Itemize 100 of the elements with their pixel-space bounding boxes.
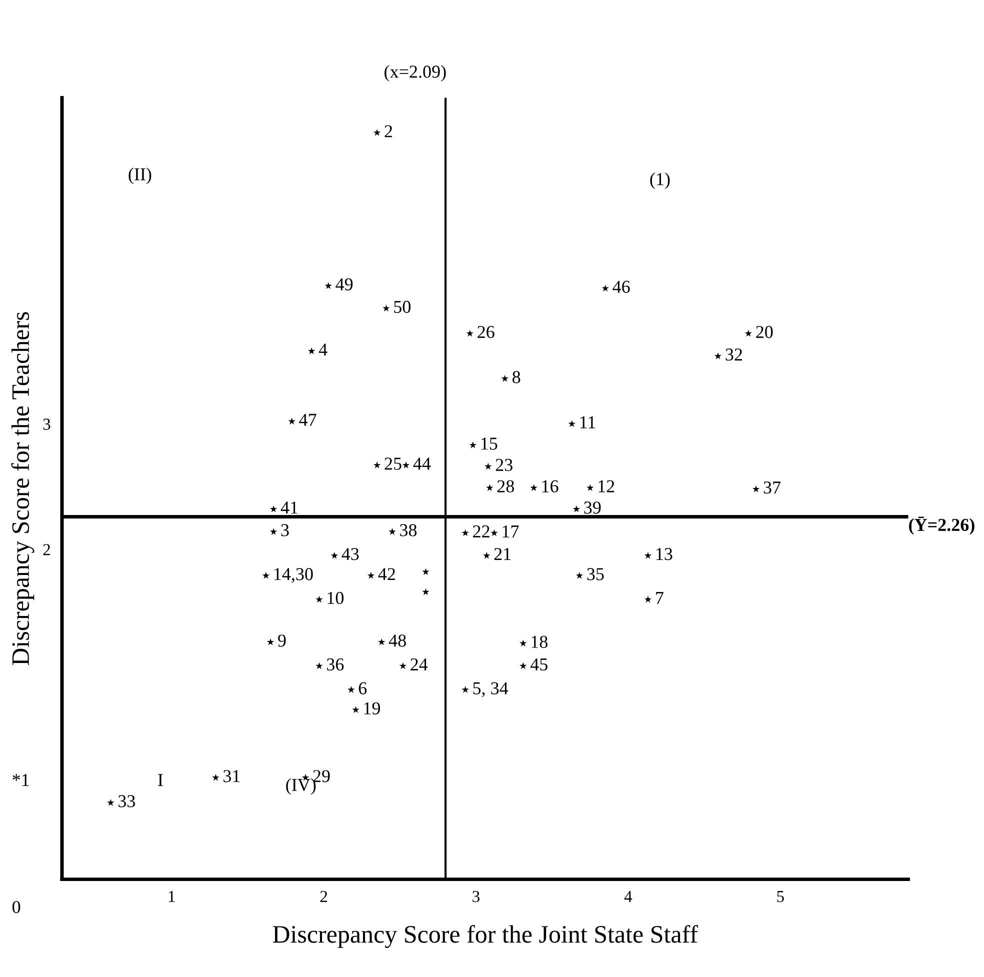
annotation: 4 <box>318 344 328 356</box>
annotation: 3 <box>281 524 289 536</box>
point <box>572 505 580 512</box>
point <box>752 485 760 492</box>
point <box>107 798 114 806</box>
x-tick-label: 1 <box>168 890 175 902</box>
annotation: 6 <box>358 682 367 694</box>
annotation: 26 <box>478 326 494 338</box>
point <box>262 572 270 579</box>
annotation: 5, 34 <box>473 682 508 697</box>
x-axis-title: Discrepancy Score for the Joint State Staff <box>272 924 698 948</box>
annotation: 8 <box>512 371 520 384</box>
annotation: 18 <box>532 636 548 648</box>
point <box>714 352 722 360</box>
annotation: 44 <box>413 458 431 470</box>
annotation: 50 <box>394 300 410 313</box>
annotation: 49 <box>336 278 353 290</box>
point <box>382 304 390 312</box>
annotation: 41 <box>280 502 298 514</box>
annotation: 17 <box>502 525 519 538</box>
point <box>576 572 584 579</box>
point <box>270 505 278 512</box>
point <box>501 374 509 382</box>
ref-line-label: (Ȳ=2.26) <box>909 516 974 535</box>
point <box>744 330 752 337</box>
annotation: 23 <box>496 458 512 472</box>
annotation: 33 <box>118 795 135 808</box>
point <box>530 484 538 491</box>
annotation: 46 <box>612 280 630 293</box>
point <box>483 552 490 559</box>
annotation: 36 <box>327 658 344 671</box>
annotation: (II) <box>128 168 152 184</box>
point <box>586 484 594 491</box>
point <box>422 568 430 576</box>
annotation: 24 <box>410 658 428 670</box>
annotation: 15 <box>481 438 498 450</box>
annotation: 11 <box>580 416 596 428</box>
annotation: 45 <box>530 658 548 671</box>
annotation: 39 <box>584 502 601 514</box>
x-tick-label: 3 <box>472 890 480 902</box>
point <box>324 282 332 289</box>
point <box>352 706 360 714</box>
point <box>388 528 396 535</box>
point <box>466 330 474 337</box>
point <box>462 686 469 693</box>
annotation: 21 <box>494 548 511 560</box>
annotation: 31 <box>224 770 240 782</box>
annotation: 25 <box>384 458 402 470</box>
point <box>486 484 494 491</box>
point <box>373 129 381 136</box>
annotation: I <box>158 774 163 786</box>
annotation: 42 <box>378 568 395 580</box>
y-axis-title: Discrepancy Score for the Teachers <box>11 312 34 666</box>
text: *1 <box>12 774 29 786</box>
annotation: 37 <box>764 482 781 494</box>
point <box>490 529 498 536</box>
point <box>348 686 355 693</box>
point <box>644 596 652 603</box>
annotation: 7 <box>656 592 664 604</box>
point <box>308 347 316 354</box>
point <box>402 461 410 468</box>
text: (x=2.09) <box>384 65 446 82</box>
point <box>469 441 477 448</box>
annotation: 35 <box>587 568 604 580</box>
point <box>520 662 527 670</box>
annotation: 12 <box>598 480 614 492</box>
point <box>644 552 652 559</box>
annotation: 28 <box>497 480 514 492</box>
annotation: 14,30 <box>274 568 313 583</box>
annotation: 47 <box>299 414 316 426</box>
point <box>266 638 274 646</box>
point <box>462 529 469 536</box>
annotation: 10 <box>328 592 344 604</box>
point <box>568 420 576 427</box>
text: 0 <box>12 900 20 914</box>
annotation: 16 <box>542 480 558 492</box>
x-tick-label: 2 <box>320 890 328 902</box>
point <box>316 596 323 603</box>
annotation: 22 <box>473 525 490 538</box>
point <box>484 462 492 470</box>
point <box>316 662 323 670</box>
point <box>330 552 338 559</box>
annotation: 13 <box>656 548 672 560</box>
annotation: 32 <box>726 348 742 361</box>
point <box>378 638 386 646</box>
point <box>367 572 375 579</box>
annotation: 48 <box>388 634 406 647</box>
annotation: (1) <box>650 172 670 189</box>
point <box>270 528 278 535</box>
point <box>373 461 381 468</box>
annotation: 43 <box>342 548 359 560</box>
annotation: 38 <box>400 524 417 536</box>
x-tick-label: 5 <box>777 891 784 902</box>
point <box>288 418 296 424</box>
point <box>212 774 220 781</box>
annotation: 9 <box>278 634 286 647</box>
annotation: 2 <box>384 125 392 138</box>
x-tick-label: 4 <box>624 891 632 902</box>
point <box>520 640 527 647</box>
annotation: 19 <box>364 702 380 714</box>
